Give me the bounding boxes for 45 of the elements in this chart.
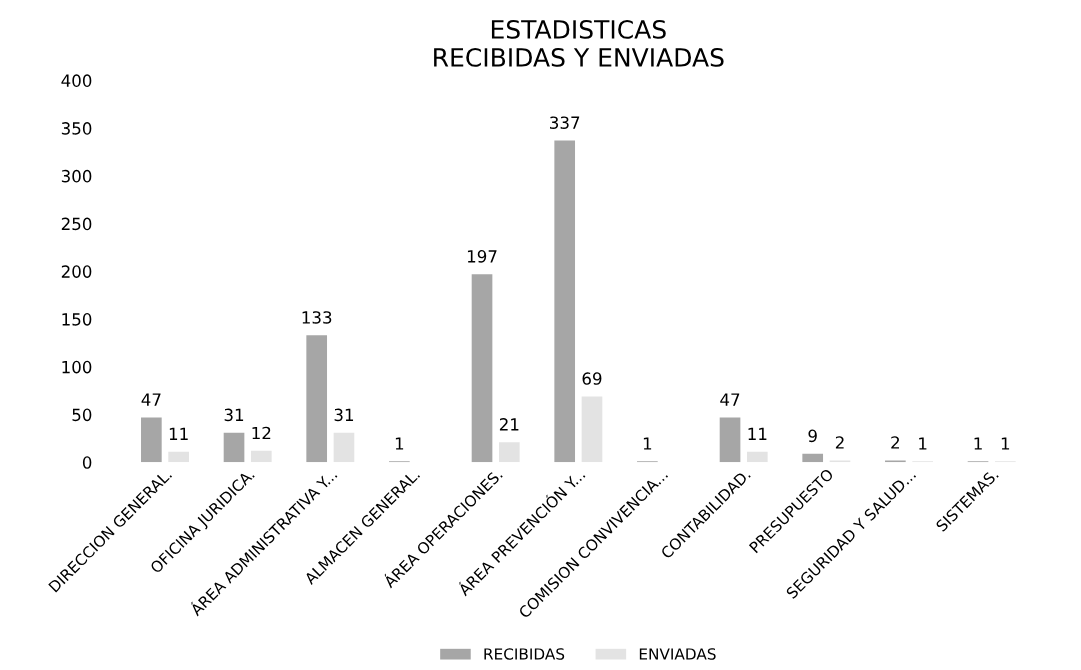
bar (471, 274, 493, 463)
data-label: 69 (582, 372, 602, 385)
data-label: 1 (974, 437, 982, 450)
data-label: 31 (334, 408, 354, 422)
y-tick-label: 400 (61, 74, 92, 87)
data-label: 337 (550, 116, 580, 129)
bar (306, 335, 328, 463)
legend-label: RECIBIDAS (484, 648, 565, 660)
data-label: 1 (395, 437, 404, 450)
data-label: 1 (643, 437, 652, 450)
data-label: 47 (720, 393, 740, 406)
legend-label: ENVIADAS (639, 648, 716, 660)
data-label: 1 (1001, 437, 1010, 450)
y-tick-label: 300 (61, 169, 92, 183)
y-tick-label: 350 (61, 122, 92, 135)
bar (141, 417, 162, 463)
bar (333, 432, 355, 463)
y-tick-label: 100 (62, 360, 92, 374)
y-tick-label: 150 (62, 313, 92, 326)
y-tick-label: 0 (82, 456, 92, 469)
data-label: 12 (252, 426, 271, 440)
data-label: 133 (302, 311, 332, 324)
bar (554, 140, 576, 463)
y-tick-label: 50 (72, 408, 92, 422)
bar (802, 453, 824, 463)
data-label: 1 (919, 437, 927, 450)
bar (168, 451, 189, 463)
data-label: 21 (499, 418, 519, 431)
bar (223, 432, 245, 463)
bar (581, 396, 603, 463)
data-label: 11 (748, 427, 767, 440)
data-label: 197 (467, 250, 497, 263)
data-label: 9 (808, 429, 817, 443)
y-tick-label: 200 (61, 265, 92, 278)
data-label: 47 (141, 393, 161, 406)
data-label: 2 (891, 436, 899, 449)
chart-title: ESTADISTICAS RECIBIDAS Y ENVIADAS (434, 19, 724, 67)
y-tick-label: 250 (61, 217, 92, 231)
bar (746, 451, 768, 463)
bar (719, 417, 741, 463)
bar (250, 450, 272, 463)
bar (498, 442, 520, 463)
data-label: 31 (224, 408, 244, 422)
data-label: 11 (169, 427, 188, 440)
data-label: 2 (835, 436, 844, 449)
